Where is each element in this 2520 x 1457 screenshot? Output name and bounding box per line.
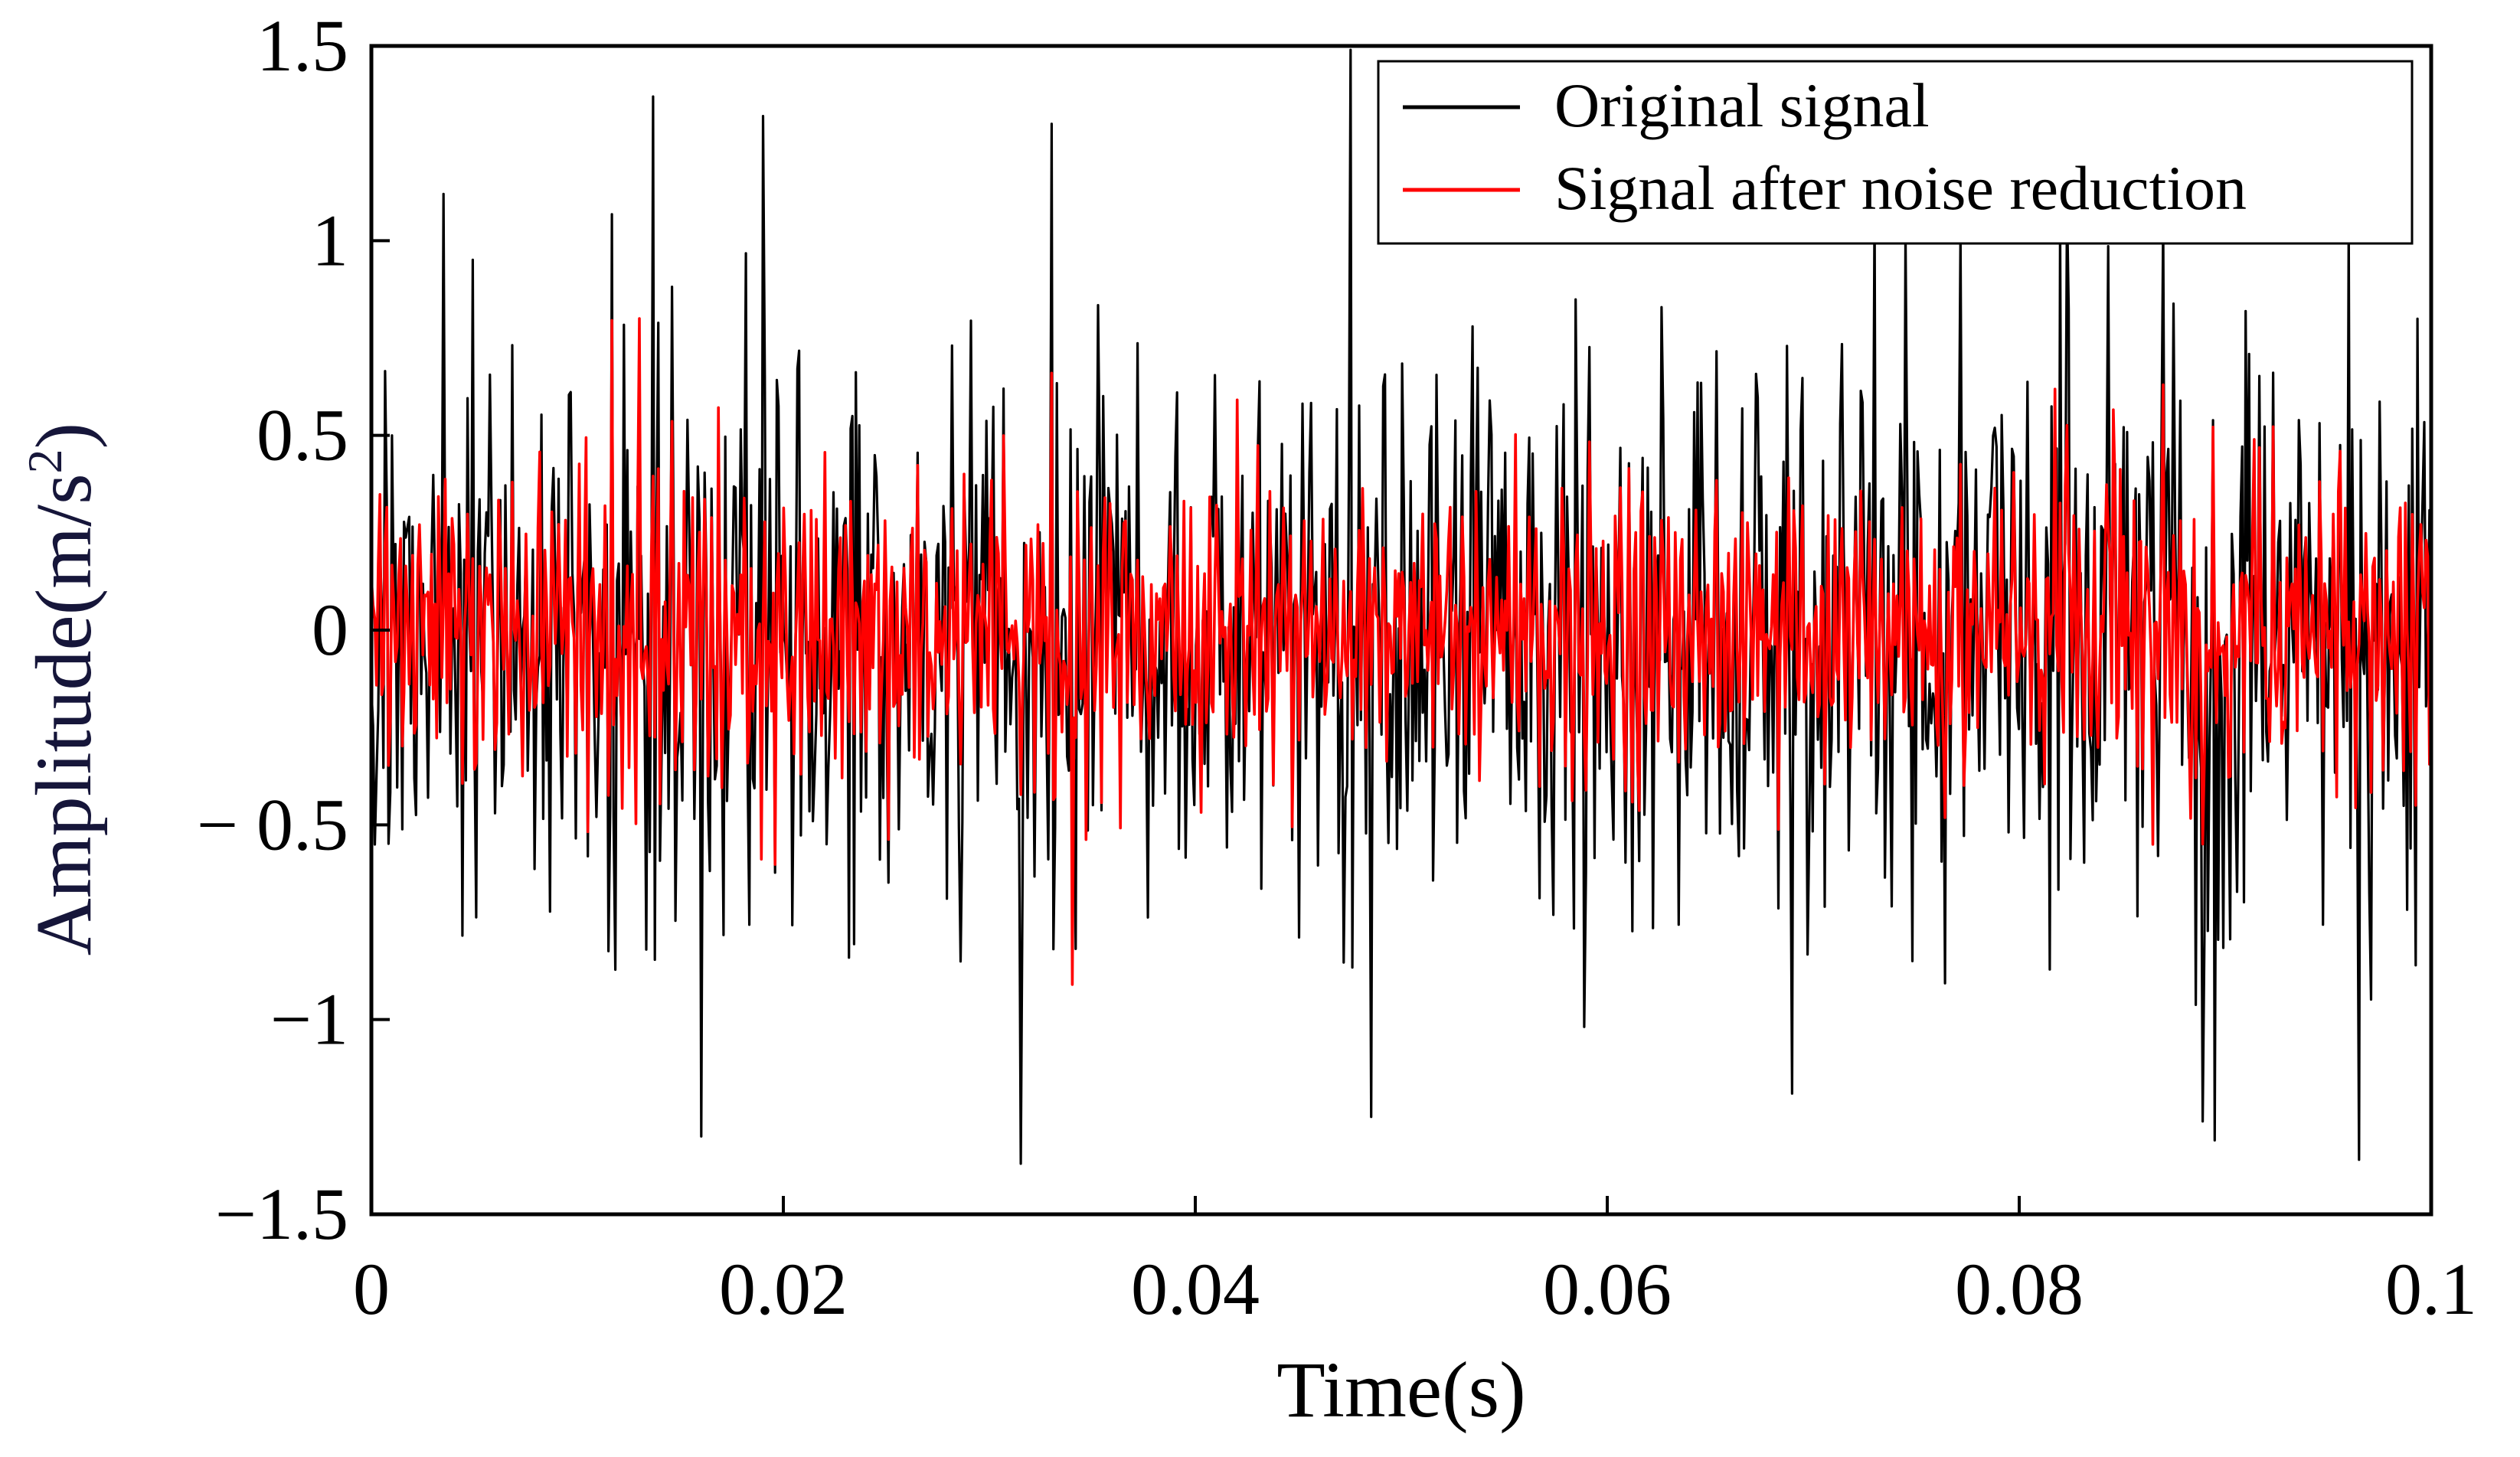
y-tick-label: −1.5 xyxy=(215,1173,348,1255)
y-axis-title-close: ) xyxy=(20,423,108,449)
x-tick-label: 0.04 xyxy=(1131,1248,1260,1330)
series-line-denoised xyxy=(370,317,2433,986)
y-axis-title-main: Amplitude(m/s xyxy=(20,473,108,956)
x-tick-label: 0.1 xyxy=(2385,1248,2477,1330)
x-axis-title: Time(s) xyxy=(1276,1346,1526,1434)
legend: Original signal Signal after noise reduc… xyxy=(1377,60,2414,245)
legend-box xyxy=(1377,60,2414,245)
x-tick-label: 0 xyxy=(353,1248,390,1330)
y-tick-label: 0.5 xyxy=(257,394,348,476)
y-tick-label: 0 xyxy=(312,589,348,671)
y-tick-label: − 0.5 xyxy=(197,783,348,865)
y-axis-title-exponent: 2 xyxy=(18,449,72,473)
y-tick-label: −1 xyxy=(270,978,348,1060)
x-tick-label: 0.06 xyxy=(1543,1248,1672,1330)
x-tick-label: 0.02 xyxy=(719,1248,848,1330)
y-tick-label: 1.5 xyxy=(257,5,348,87)
x-tick-label: 0.08 xyxy=(1955,1248,2084,1330)
plot-lines xyxy=(370,48,2433,1165)
legend-label-denoised: Signal after noise reduction xyxy=(1554,153,2247,223)
legend-label-original: Original signal xyxy=(1554,70,1930,140)
y-axis-title: Amplitude(m/s2) xyxy=(18,423,108,956)
axis-ticks: 0 0.02 0.04 0.06 0.08 0.1 1.5 1 0.5 0 − 0.5 −1 −1.5 xyxy=(197,5,2477,1330)
y-tick-label: 1 xyxy=(312,199,348,281)
